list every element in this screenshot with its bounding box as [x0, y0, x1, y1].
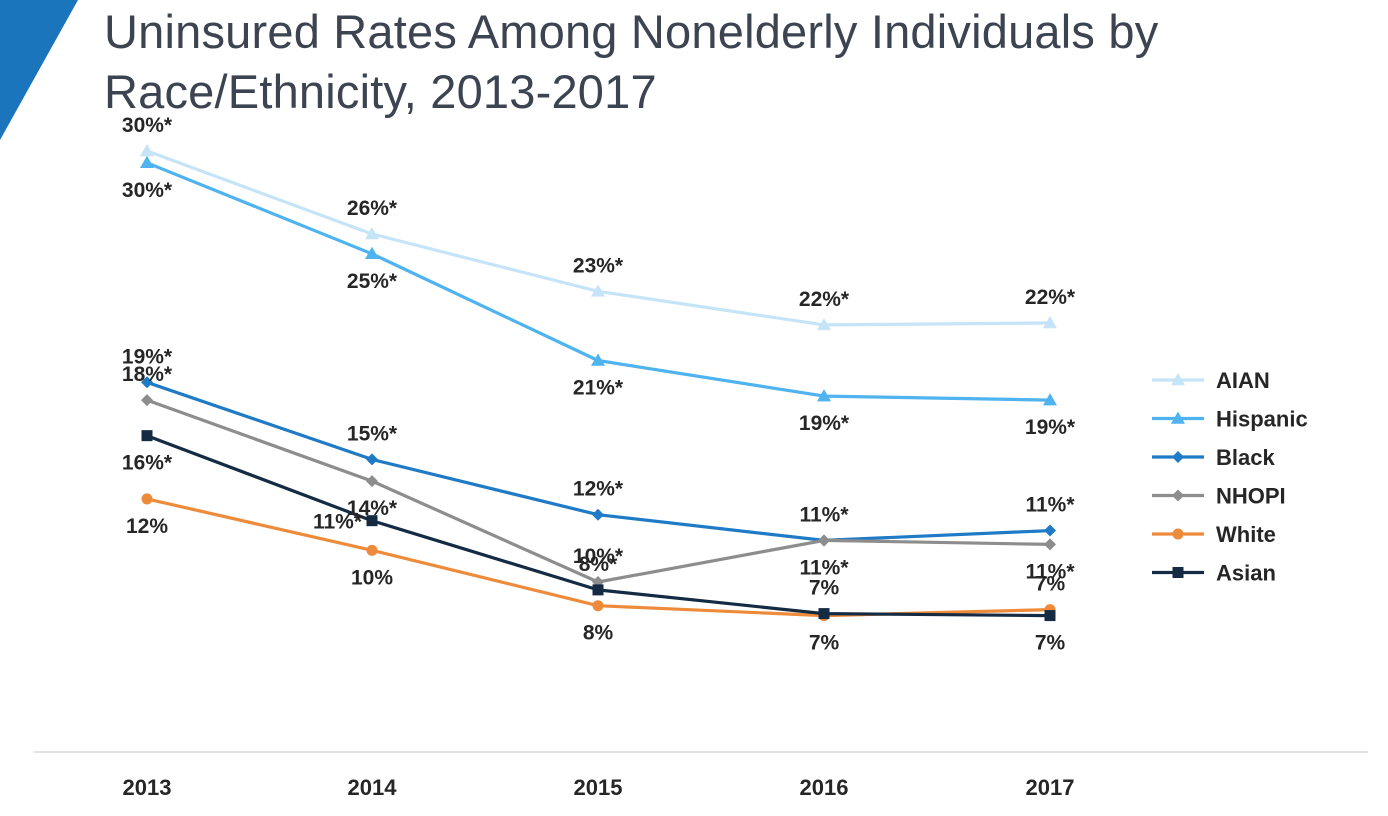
data-point-white-2013	[141, 493, 153, 505]
legend-label-black: Black	[1216, 445, 1275, 470]
data-point-hispanic-2013	[140, 155, 154, 169]
data-point-aian-2016	[817, 317, 831, 331]
data-label-hispanic-2015: 21%*	[573, 377, 624, 400]
data-point-white-2014	[366, 544, 378, 556]
data-label-asian-2015: 8%*	[579, 553, 618, 576]
data-point-asian-2017	[1044, 610, 1056, 622]
data-point-aian-2014	[365, 226, 379, 240]
data-label-nhopi-2015: 10%*	[573, 545, 624, 568]
data-label-aian-2015: 23%*	[573, 254, 624, 277]
data-label-aian-2014: 26%*	[347, 197, 398, 220]
data-point-white-2015	[592, 600, 604, 612]
data-point-nhopi-2013	[141, 394, 153, 407]
data-point-black-2014	[366, 453, 378, 466]
data-point-asian-2016	[818, 608, 830, 620]
data-point-aian-2017	[1043, 315, 1057, 329]
legend-item-white: White	[1152, 522, 1276, 547]
legend-item-asian: Asian	[1152, 561, 1276, 586]
x-tick-label-2013: 2013	[123, 775, 172, 800]
legend-item-hispanic: Hispanic	[1152, 407, 1308, 432]
title-line-1: Uninsured Rates Among Nonelderly Individ…	[104, 5, 1159, 58]
legend-label-hispanic: Hispanic	[1216, 407, 1308, 432]
data-point-black-2017	[1044, 524, 1056, 537]
data-label-nhopi-2013: 18%*	[122, 363, 173, 386]
data-label-white-2016: 7%	[809, 632, 840, 655]
legend-marker-white	[1172, 528, 1184, 540]
data-point-nhopi-2017	[1044, 538, 1056, 551]
data-label-black-2013: 19%*	[122, 345, 173, 368]
data-label-asian-2017: 7%	[1035, 632, 1066, 655]
data-label-white-2015: 8%	[583, 622, 614, 645]
data-label-white-2017: 7%	[1035, 573, 1066, 596]
data-label-hispanic-2013: 30%*	[122, 179, 173, 202]
data-point-aian-2013	[140, 143, 154, 157]
data-point-nhopi-2016	[818, 534, 830, 547]
page-title: Uninsured Rates Among Nonelderly Individ…	[104, 2, 1364, 122]
legend-item-black: Black	[1152, 445, 1275, 470]
data-label-black-2017: 11%*	[1025, 494, 1075, 517]
data-label-nhopi-2017: 11%*	[1025, 560, 1075, 583]
data-label-aian-2017: 22%*	[1025, 286, 1076, 309]
data-label-aian-2016: 22%*	[799, 288, 850, 311]
data-point-hispanic-2014	[365, 246, 379, 260]
legend-label-aian: AIAN	[1216, 368, 1270, 393]
series-aian	[140, 143, 1057, 331]
title-line-2: Race/Ethnicity, 2013-2017	[104, 65, 657, 118]
legend-label-asian: Asian	[1216, 561, 1276, 586]
legend-label-nhopi: NHOPI	[1216, 484, 1286, 509]
series-hispanic	[140, 155, 1057, 406]
x-tick-label-2014: 2014	[348, 775, 398, 800]
data-label-asian-2016: 7%	[809, 577, 840, 600]
data-label-hispanic-2016: 19%*	[799, 412, 850, 435]
legend: AIAN Hispanic Black NHOPI White Asian	[1152, 368, 1308, 586]
series-black	[141, 376, 1056, 547]
data-point-hispanic-2016	[817, 389, 831, 402]
legend-item-aian: AIAN	[1152, 368, 1270, 393]
data-label-nhopi-2016: 11%*	[799, 556, 849, 579]
data-label-black-2016: 11%*	[799, 503, 849, 526]
data-label-hispanic-2014: 25%*	[347, 270, 398, 293]
series-nhopi	[141, 394, 1056, 588]
legend-marker-aian	[1171, 373, 1185, 386]
data-point-black-2013	[141, 376, 153, 389]
x-tick-layer: 2013 2014 2015 2016 2017	[123, 775, 1075, 800]
data-label-white-2013: 12%	[126, 515, 168, 538]
data-label-black-2014: 15%*	[347, 422, 398, 445]
data-label-layer: 30%* 26%* 23%* 22%* 22%* 30%* 25%* 21%* 19%* 19%*…	[122, 114, 1076, 655]
data-label-hispanic-2017: 19%*	[1025, 416, 1076, 439]
legend-marker-asian	[1172, 567, 1184, 578]
legend-label-white: White	[1216, 522, 1276, 547]
corner-accent-shape	[0, 0, 78, 140]
legend-marker-nhopi	[1172, 489, 1184, 502]
data-label-asian-2013: 16%*	[122, 452, 173, 475]
data-label-black-2015: 12%*	[573, 478, 624, 501]
data-point-asian-2014	[366, 515, 378, 527]
data-point-black-2015	[592, 508, 604, 521]
legend-marker-black	[1172, 451, 1184, 463]
data-point-aian-2015	[591, 284, 605, 297]
legend-marker-hispanic	[1171, 411, 1185, 424]
data-label-nhopi-2014: 14%*	[347, 497, 398, 520]
series-line-aian	[146, 149, 1051, 327]
legend-item-nhopi: NHOPI	[1152, 484, 1286, 509]
data-point-asian-2015	[592, 584, 604, 596]
x-tick-label-2015: 2015	[574, 775, 623, 800]
series-layer	[140, 143, 1057, 622]
data-point-asian-2013	[141, 430, 153, 442]
data-label-white-2014: 10%	[351, 566, 393, 589]
data-point-hispanic-2015	[591, 353, 605, 366]
data-point-nhopi-2014	[366, 475, 378, 488]
data-point-hispanic-2017	[1043, 393, 1057, 406]
series-asian	[141, 430, 1056, 622]
data-label-asian-2014: 11%*	[313, 511, 363, 534]
x-tick-label-2016: 2016	[800, 775, 849, 800]
x-tick-label-2017: 2017	[1026, 775, 1075, 800]
data-label-aian-2013: 30%*	[122, 114, 173, 137]
